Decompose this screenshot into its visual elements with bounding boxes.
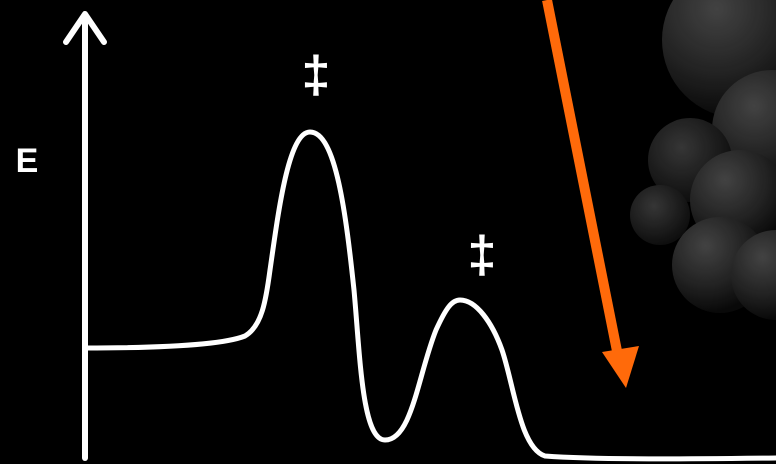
orange-arrow [542, 0, 639, 388]
energy-axis-label: E [16, 142, 39, 180]
molecule-model [630, 0, 776, 320]
energy-axis-arrowhead [63, 11, 107, 45]
reaction-energy-curve [82, 129, 776, 462]
transition-state-label-2: ‡ [468, 226, 497, 284]
orange-arrow-head [602, 346, 639, 388]
energy-axis [63, 11, 107, 461]
transition-state-label-1: ‡ [302, 46, 331, 104]
orange-arrow-shaft [542, 0, 623, 357]
